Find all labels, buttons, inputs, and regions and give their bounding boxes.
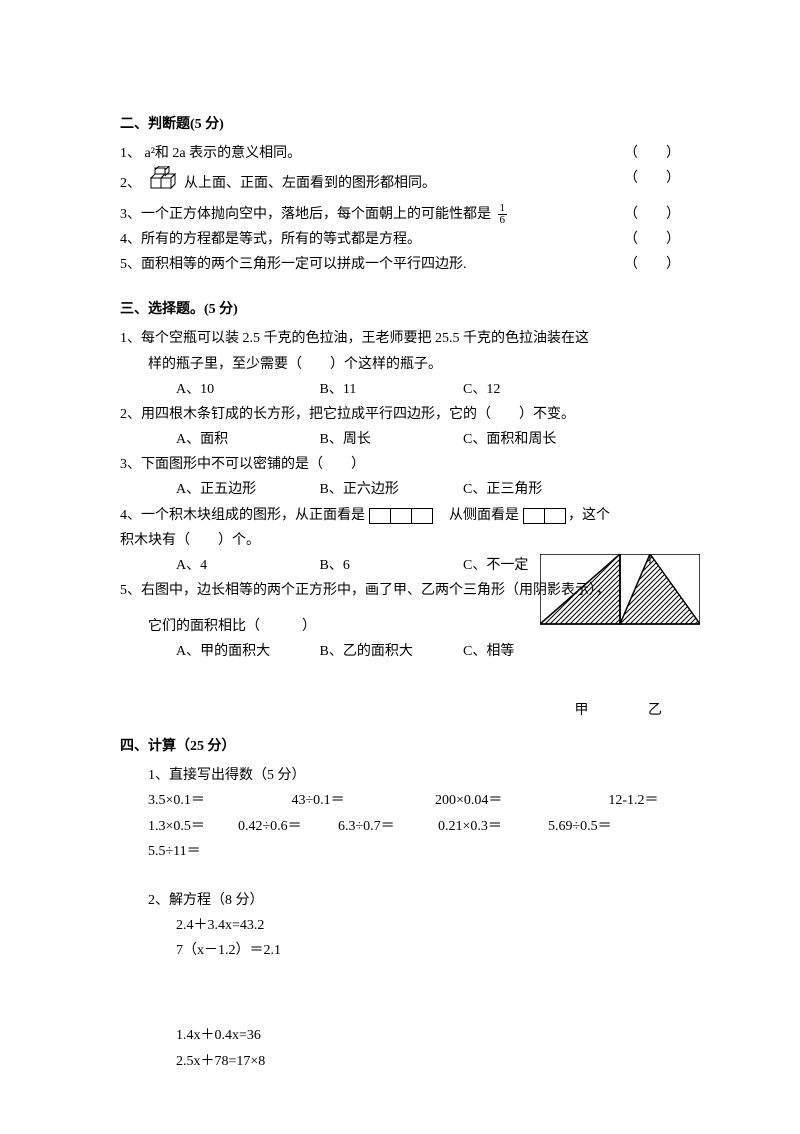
s3-q3-b: B、正六边形: [320, 477, 460, 502]
s3-q5-c: C、相等: [463, 639, 603, 664]
s2-q4-paren: （ ）: [624, 227, 680, 252]
s2-q2-post: 从上面、正面、左面看到的图形都相同。: [184, 176, 436, 191]
s3-q1-line2: 样的瓶子里，至少需要（ ）个这样的瓶子。: [120, 352, 680, 377]
s4-e1-a: 2.4＋3.4x=43.2: [176, 913, 436, 938]
s3-q4: 4、一个积木块组成的图形，从正面看是 从侧面看是 ，这个: [120, 503, 680, 528]
s3-q2-c: C、面积和周长: [463, 427, 603, 452]
s4-r3-a: 5.5÷11＝: [148, 839, 288, 864]
s4-r2: 1.3×0.5＝0.42÷0.6＝6.3÷0.7＝0.21×0.3＝5.69÷0…: [120, 814, 680, 839]
s4-r1: 3.5×0.1＝ 43÷0.1＝ 200×0.04＝ 12-1.2＝: [120, 788, 680, 813]
jia-yi-labels: 甲 乙: [547, 698, 691, 723]
s4-r1-a: 3.5×0.1＝: [148, 788, 288, 813]
s3-q4-post: ，这个: [568, 508, 610, 523]
s3-q4-a: A、4: [176, 553, 316, 578]
s3-q1-b: B、11: [320, 377, 460, 402]
s2-q1-text: 1、 a²和 2a 表示的意义相同。: [120, 146, 301, 161]
s3-q2-options: A、面积 B、周长 C、面积和周长: [120, 427, 680, 452]
frac-den: 6: [498, 215, 508, 226]
s4-sub1: 1、直接写出得数（5 分）: [120, 763, 680, 788]
s2-q3-paren: （ ）: [624, 202, 680, 227]
s3-q1-options: A、10 B、11 C、12: [120, 377, 680, 402]
cube-stack-icon: [147, 166, 179, 201]
s4-e1: 2.4＋3.4x=43.2 7（x－1.2）＝2.1: [120, 913, 680, 963]
s3-q1-line1: 1、每个空瓶可以装 2.5 千克的色拉油，王老师要把 25.5 千克的色拉油装在…: [120, 326, 680, 351]
s2-q5: 5、面积相等的两个三角形一定可以拼成一个平行四边形. （ ）: [120, 252, 680, 277]
s4-r3: 5.5÷11＝: [120, 839, 680, 864]
exam-page: 二、判断题(5 分) 1、 a²和 2a 表示的意义相同。 （ ） 2、 从上面…: [0, 0, 800, 1134]
s3-q4-b: B、6: [320, 553, 460, 578]
s3-q5-b: B、乙的面积大: [320, 639, 460, 664]
s2-q3: 3、一个正方体抛向空中，落地后，每个面朝上的可能性都是 1 6 （ ）: [120, 202, 680, 227]
s2-q1-paren: （ ）: [624, 141, 680, 166]
s2-q1: 1、 a²和 2a 表示的意义相同。 （ ）: [120, 141, 680, 166]
s4-r2-e: 5.69÷0.5＝: [548, 814, 638, 839]
s2-q2: 2、 从上面、正面、左面看到的图形都相同。 （ ）: [120, 166, 680, 201]
s4-r2-d: 0.21×0.3＝: [438, 814, 548, 839]
label-yi: 乙: [620, 698, 690, 723]
section3-title: 三、选择题。(5 分): [120, 297, 680, 322]
s2-q2-pre: 2、: [120, 176, 141, 191]
s3-q3-options: A、正五边形 B、正六边形 C、正三角形: [120, 477, 680, 502]
s2-q2-paren: （ ）: [624, 166, 680, 191]
s3-q2-a: A、面积: [176, 427, 316, 452]
s4-r1-b: 43÷0.1＝: [292, 788, 432, 813]
s4-e1-b: 7（x－1.2）＝2.1: [176, 938, 436, 963]
s4-e2: 1.4x＋0.4x=36 2.5x＋78=17×8: [120, 1023, 680, 1073]
s3-q1-a: A、10: [176, 377, 316, 402]
s3-q2: 2、用四根木条钉成的长方形，把它拉成平行四边形，它的（ ）不变。: [120, 402, 680, 427]
triangle-comparison-figure: [540, 554, 700, 634]
s3-q5-a: A、甲的面积大: [176, 639, 316, 664]
s4-r2-b: 0.42÷0.6＝: [238, 814, 338, 839]
section2-title: 二、判断题(5 分): [120, 112, 680, 137]
fraction-one-sixth: 1 6: [498, 203, 508, 226]
s4-r1-d: 12-1.2＝: [579, 788, 659, 813]
s2-q4-text: 4、所有的方程都是等式，所有的等式都是方程。: [120, 232, 421, 247]
s4-sub2: 2、解方程（8 分）: [120, 888, 680, 913]
s4-r2-c: 6.3÷0.7＝: [338, 814, 438, 839]
label-jia: 甲: [547, 698, 617, 723]
s3-q3: 3、下面图形中不可以密铺的是（ ）: [120, 452, 680, 477]
s2-q5-paren: （ ）: [624, 252, 680, 277]
s4-r1-c: 200×0.04＝: [435, 788, 575, 813]
s4-e2-a: 1.4x＋0.4x=36: [176, 1023, 436, 1048]
s3-q3-a: A、正五边形: [176, 477, 316, 502]
s3-q1-c: C、12: [463, 377, 603, 402]
s2-q4: 4、所有的方程都是等式，所有的等式都是方程。 （ ）: [120, 227, 680, 252]
s3-q5-options: A、甲的面积大 B、乙的面积大 C、相等: [120, 639, 680, 664]
s3-q4-pre: 4、一个积木块组成的图形，从正面看是: [120, 508, 365, 523]
s4-e2-b: 2.5x＋78=17×8: [176, 1049, 436, 1074]
s3-q3-c: C、正三角形: [463, 477, 603, 502]
s2-q3-pre: 3、一个正方体抛向空中，落地后，每个面朝上的可能性都是: [120, 207, 491, 222]
s2-q5-text: 5、面积相等的两个三角形一定可以拼成一个平行四边形.: [120, 257, 467, 272]
s3-q4-mid: 从侧面看是: [435, 508, 519, 523]
s4-r2-a: 1.3×0.5＝: [148, 814, 238, 839]
side-view-icon: [523, 503, 565, 528]
front-view-icon: [369, 503, 432, 528]
s3-q2-b: B、周长: [320, 427, 460, 452]
section4-title: 四、计算（25 分）: [120, 734, 680, 759]
s3-q4-line2: 积木块有（ ）个。: [120, 528, 680, 553]
